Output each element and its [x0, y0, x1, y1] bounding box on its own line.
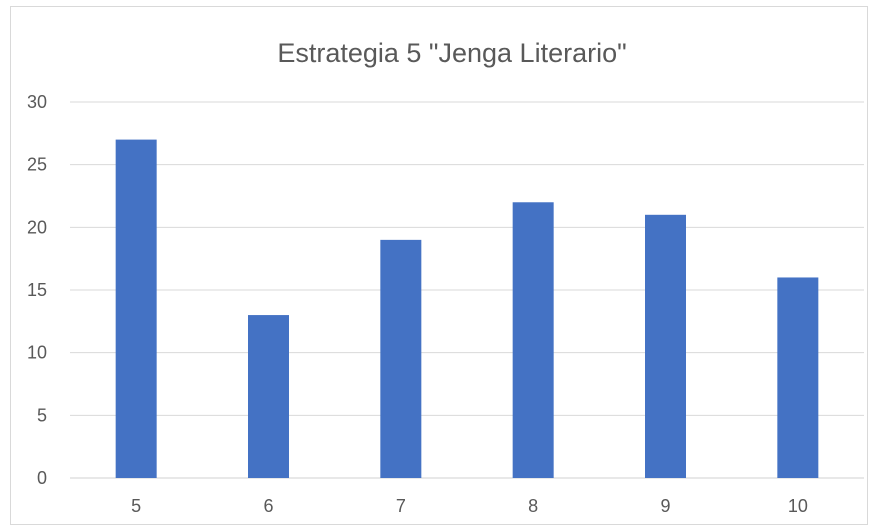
x-axis: 5 6 7 8 9 10: [131, 496, 808, 516]
x-tick-label: 8: [528, 496, 538, 516]
bar-9: [645, 214, 686, 479]
bar-8: [512, 202, 554, 478]
x-tick-label: 6: [263, 496, 273, 516]
bars: [115, 139, 819, 479]
y-tick-label: 15: [27, 280, 47, 300]
y-tick-label: 20: [27, 217, 47, 237]
bar-6: [248, 315, 289, 478]
chart-title: Estrategia 5 "Jenga Literario": [277, 38, 626, 68]
bar-7: [380, 239, 422, 478]
x-tick-label: 10: [788, 496, 808, 516]
y-tick-label: 30: [27, 92, 47, 112]
y-tick-label: 0: [37, 468, 47, 488]
bar-10: [777, 277, 819, 478]
gridlines: [70, 101, 864, 479]
y-tick-label: 25: [27, 155, 47, 175]
x-tick-label: 9: [660, 496, 670, 516]
y-tick-label: 5: [37, 405, 47, 425]
y-axis: 0 5 10 15 20 25 30: [27, 92, 47, 488]
x-tick-label: 7: [396, 496, 406, 516]
bar-5: [115, 139, 157, 478]
y-tick-label: 10: [27, 343, 47, 363]
x-tick-label: 5: [131, 496, 141, 516]
